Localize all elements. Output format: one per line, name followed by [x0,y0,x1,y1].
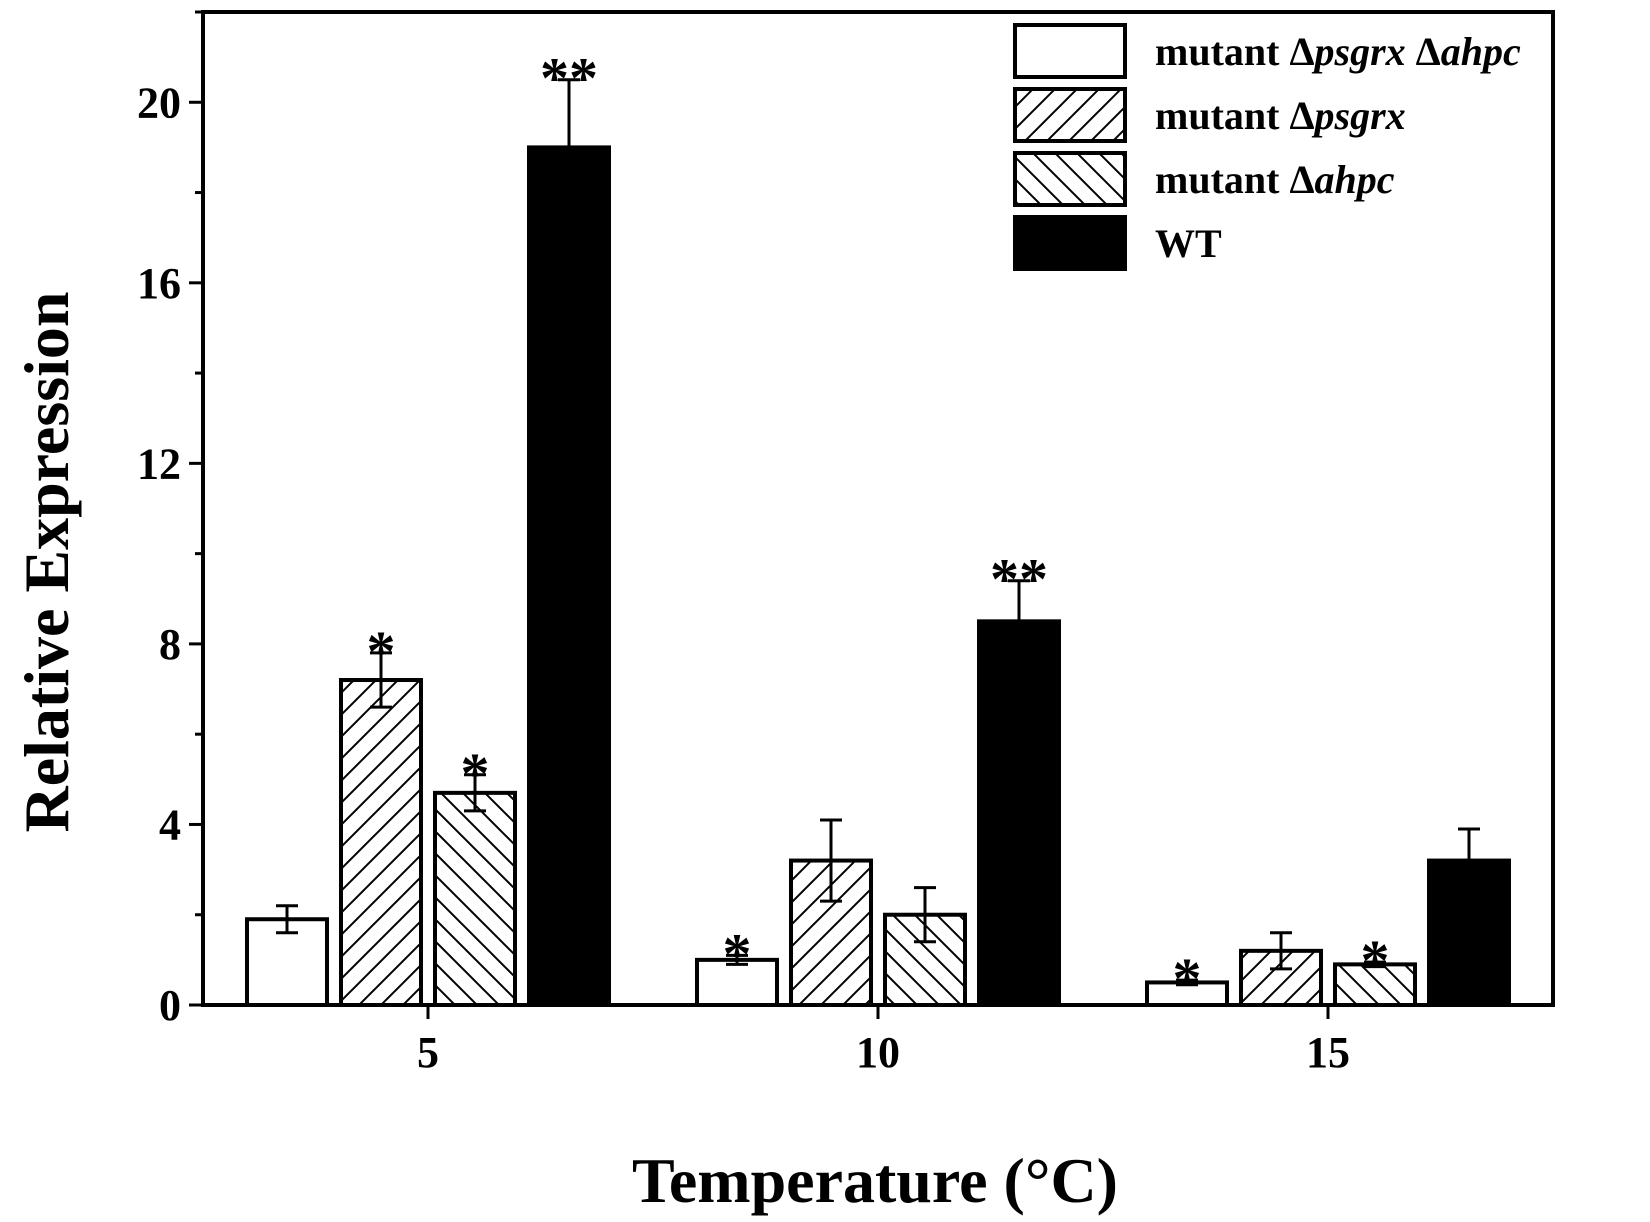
error-bar-3-15 [1364,960,1386,969]
legend-swatch [1013,23,1127,79]
x-tick-label: 5 [417,1028,439,1077]
error-bar-4-10 [1008,579,1030,664]
y-tick-label: 12 [137,439,181,488]
legend-entry-4: WT [1013,215,1222,271]
significance-label: * [1173,946,1202,1011]
bar-4-5 [527,145,611,1007]
legend-label-part: psgrx [1312,93,1406,138]
y-tick-label: 4 [159,800,181,849]
error-bar-1-15 [1176,978,1198,987]
error-bar-1-5 [276,904,298,935]
legend-entry-2: mutant Δpsgrx [1013,87,1406,143]
significance-label: ** [990,547,1048,612]
legend-label: mutant Δpsgrx [1155,93,1406,138]
legend-label-part: Δ [1406,29,1441,74]
error-bar-2-10 [820,818,842,903]
bar-3-5 [433,790,517,1007]
bar-4-10 [977,619,1061,1007]
significance-label: * [1361,928,1390,993]
x-tick-label: 15 [1306,1028,1350,1077]
legend-label-part: ahpc [1441,29,1521,74]
legend-swatch [1013,87,1127,143]
legend-label: mutant Δahpc [1155,157,1395,202]
axes: 0 4 8 12 16 20 5 10 15 [137,10,1555,1077]
legend-label: WT [1155,221,1222,266]
x-tick-label: 10 [856,1028,900,1077]
significance-label: ** [540,46,598,111]
error-bar-3-10 [914,886,936,944]
significance-label: * [461,741,490,806]
error-bar-1-10 [726,953,748,966]
legend-label-part: WT [1155,221,1222,266]
legend-entry-1: mutant Δpsgrx Δahpc [1013,23,1521,79]
y-tick-label: 20 [137,78,181,127]
error-bar-2-5 [370,651,392,709]
error-bar-4-5 [558,78,580,217]
legend-label: mutant Δpsgrx Δahpc [1155,29,1521,74]
y-tick-label: 16 [137,259,181,308]
legend-label-part: mutant Δ [1155,93,1315,138]
legend-label-part: mutant Δ [1155,29,1315,74]
legend-swatch [1013,215,1127,271]
legend-swatch [1013,151,1127,207]
y-tick-label: 8 [159,620,181,669]
error-bar-4-15 [1458,827,1480,894]
error-bar-3-5 [464,773,486,813]
plot-area: * ******** [245,46,1511,1011]
y-axis-title: Relative Expression [11,291,82,832]
x-axis-title: Temperature (°C) [632,1145,1118,1216]
legend-label-part: psgrx [1312,29,1406,74]
y-tick-label: 0 [159,981,181,1030]
bar-2-5 [339,678,423,1007]
significance-label: * [723,921,752,986]
legend-label-part: mutant Δ [1155,157,1315,202]
legend-entry-3: mutant Δahpc [1013,151,1395,207]
significance-label: * [367,619,396,684]
legend-label-part: ahpc [1315,157,1395,202]
error-bar-2-15 [1270,931,1292,971]
